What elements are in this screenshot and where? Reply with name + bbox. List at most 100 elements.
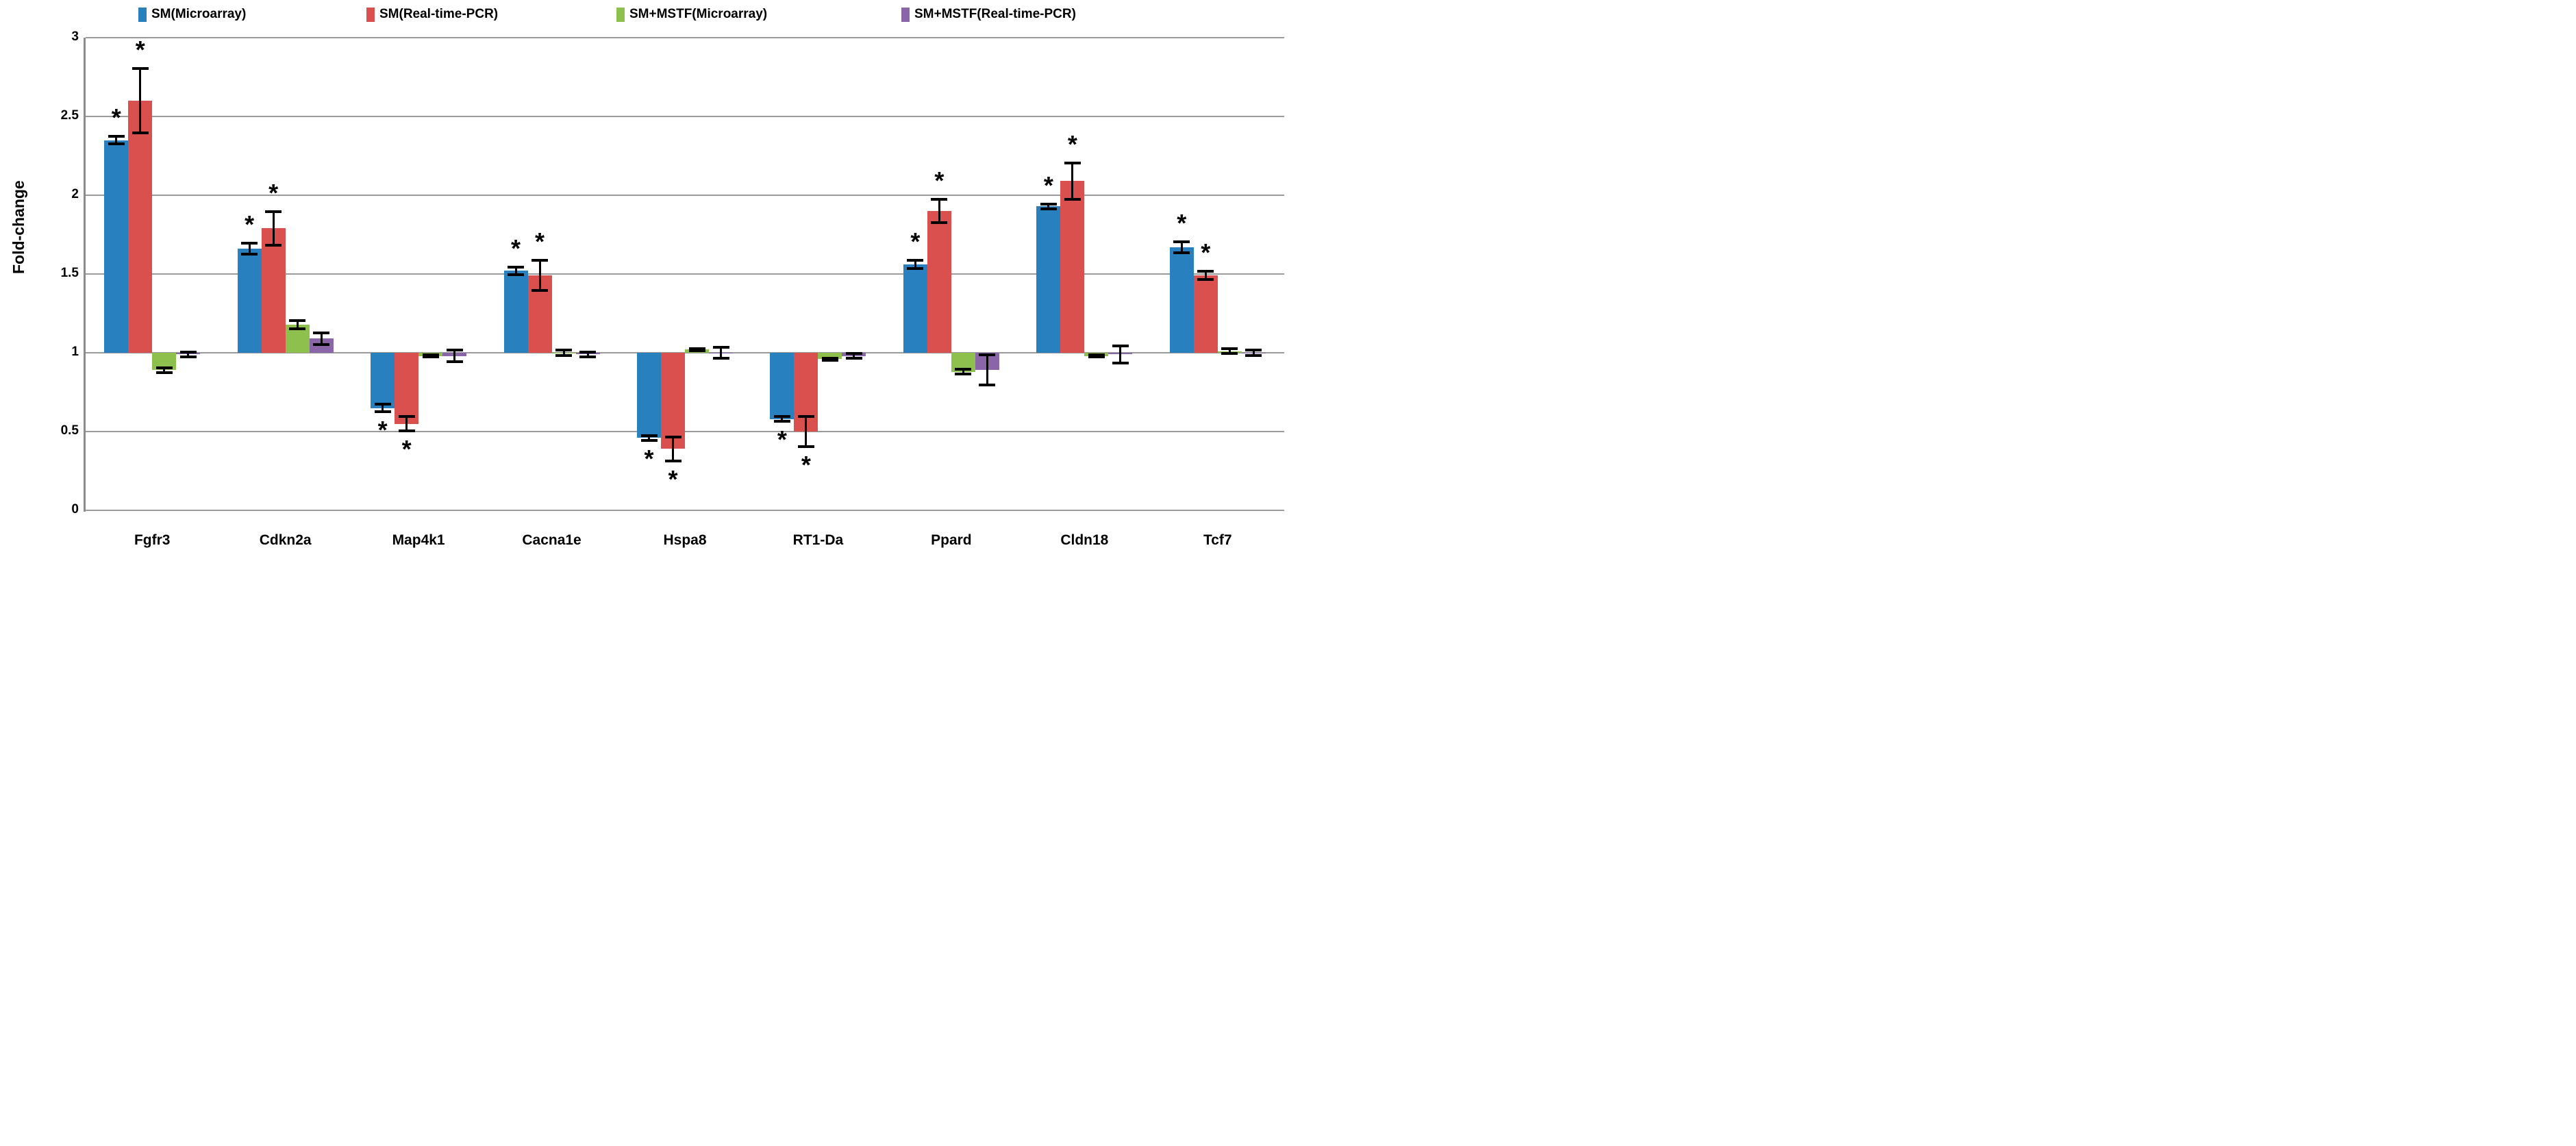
error-bar-cap [313, 332, 330, 335]
error-bar [853, 353, 855, 360]
error-bar-cap [821, 358, 838, 362]
error-bar-cap [155, 366, 173, 369]
error-bar [1071, 162, 1074, 200]
error-bar-cap [1088, 355, 1105, 358]
error-bar [405, 416, 408, 432]
error-bar [914, 260, 916, 270]
error-bar-cap [155, 371, 173, 374]
error-bar-cap [1064, 161, 1081, 164]
significance-asterisk: * [268, 179, 279, 207]
legend-item: SM+MSTF(Microarray) [616, 5, 767, 23]
significance-asterisk: * [777, 425, 787, 454]
significance-asterisk: * [377, 416, 388, 445]
error-bar-cap [688, 347, 705, 351]
error-bar-cap [1173, 240, 1190, 243]
error-bar-cap [132, 66, 149, 70]
legend-item: SM+MSTF(Real-time-PCR) [901, 5, 1076, 23]
error-bar-cap [579, 350, 597, 353]
error-bar-cap [108, 134, 125, 138]
error-bar [538, 260, 541, 292]
y-tick-label: 2 [71, 187, 79, 201]
error-bar [1228, 348, 1231, 355]
error-bar [962, 369, 964, 375]
y-axis-title: Fold-change [10, 180, 27, 274]
error-bar-cap [979, 384, 996, 387]
error-bar-cap [773, 415, 790, 418]
error-bar-cap [1221, 347, 1238, 351]
error-bar-cap [179, 355, 197, 358]
x-axis-label: Cdkn2a [259, 532, 312, 548]
error-bar-cap [555, 353, 573, 357]
significance-asterisk: * [910, 227, 921, 256]
bar [1193, 275, 1218, 353]
error-bar-cap [1197, 278, 1214, 282]
y-tick-label: 1.5 [60, 266, 79, 280]
error-bar-cap [1088, 353, 1105, 357]
error-bar-cap [241, 253, 258, 256]
error-bar-cap [398, 415, 415, 418]
y-tick-label: 0.5 [60, 423, 79, 438]
error-bar [115, 135, 118, 145]
legend-label: SM(Real-time-PCR) [379, 7, 499, 21]
error-bar [453, 349, 456, 362]
significance-asterisk: * [644, 444, 654, 473]
error-bar-cap [1245, 353, 1262, 357]
legend-label: SM(Microarray) [151, 7, 247, 21]
error-bar-cap [422, 355, 439, 358]
significance-asterisk: * [1177, 208, 1187, 237]
error-bar [648, 434, 650, 441]
gridline [86, 431, 1284, 432]
error-bar-cap [446, 360, 463, 363]
x-axis-label: Cldn18 [1060, 532, 1109, 548]
bar [1036, 206, 1061, 353]
legend-swatch-sm-mstf-realtime-pcr [901, 7, 910, 22]
error-bar [1180, 240, 1183, 254]
error-bar [1204, 271, 1207, 281]
bar [371, 353, 395, 408]
significance-asterisk: * [111, 103, 121, 132]
significance-asterisk: * [535, 227, 545, 256]
bar [927, 211, 951, 353]
error-bar-cap [374, 402, 391, 406]
x-axis-label: Tcf7 [1203, 532, 1232, 548]
error-bar [586, 351, 589, 358]
bar [661, 353, 685, 449]
x-axis-label: Cacna1e [522, 532, 582, 548]
error-bar-cap [579, 355, 597, 358]
gridline [86, 352, 1284, 353]
gridline [86, 37, 1284, 38]
error-bar-cap [265, 210, 282, 213]
bar [104, 140, 129, 353]
legend-label: SM+MSTF(Microarray) [629, 7, 768, 21]
significance-asterisk: * [668, 464, 678, 493]
fold-change-bar-chart: Fold-change SM(Microarray) SM(Real-time-… [0, 0, 1288, 573]
error-bar-cap [446, 349, 463, 352]
y-tick-label: 1 [71, 345, 79, 359]
error-bar-cap [108, 142, 125, 146]
error-bar-cap [179, 350, 197, 353]
gridline [86, 195, 1284, 196]
error-bar-cap [508, 273, 525, 277]
error-bar [163, 366, 166, 373]
significance-asterisk: * [801, 451, 811, 479]
error-bar-cap [821, 356, 838, 360]
bar [637, 353, 661, 438]
bar [128, 101, 153, 353]
error-bar-cap [797, 415, 814, 418]
error-bar-cap [1064, 197, 1081, 201]
error-bar-cap [773, 420, 790, 423]
error-bar-cap [374, 410, 391, 414]
significance-asterisk: * [511, 234, 521, 262]
error-bar [514, 266, 517, 276]
error-bar-cap [688, 349, 705, 352]
error-bar-cap [313, 342, 330, 346]
error-bar [139, 67, 142, 134]
error-bar-cap [289, 327, 306, 330]
error-bar [938, 198, 940, 224]
bar [237, 249, 262, 353]
error-bar-cap [1040, 202, 1057, 205]
significance-asterisk: * [1043, 171, 1053, 199]
error-bar-cap [1245, 349, 1262, 352]
error-bar-cap [1197, 270, 1214, 273]
error-bar-cap [132, 132, 149, 135]
